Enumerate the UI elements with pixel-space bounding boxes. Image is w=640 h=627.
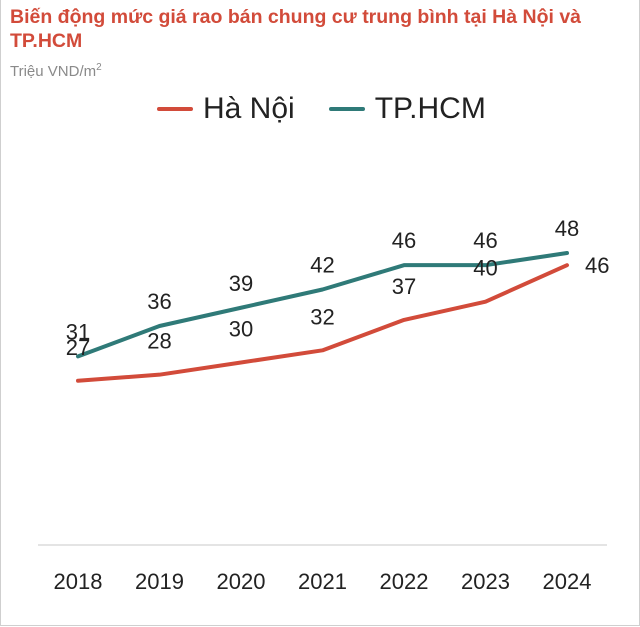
series-line-hanoi xyxy=(76,263,569,383)
data-label-hcm: 36 xyxy=(147,289,171,314)
data-label-hanoi: 27 xyxy=(66,335,90,360)
data-label-hcm: 42 xyxy=(310,253,334,278)
legend-swatch-hanoi xyxy=(157,107,193,111)
x-tick-label: 2020 xyxy=(217,569,266,594)
data-label-hanoi: 46 xyxy=(585,253,609,278)
data-label-hcm: 31 xyxy=(66,319,90,344)
legend-item-hanoi: Hà Nội xyxy=(157,92,295,126)
data-label-hcm: 48 xyxy=(555,216,579,241)
legend-item-hcm: TP.HCM xyxy=(328,92,486,126)
data-label-hcm: 39 xyxy=(229,271,253,296)
data-label-hanoi: 32 xyxy=(310,304,334,329)
x-tick-label: 2019 xyxy=(135,569,184,594)
data-label-hcm: 46 xyxy=(473,228,497,253)
data-label-hanoi: 28 xyxy=(147,329,171,354)
x-tick-label: 2022 xyxy=(380,569,429,594)
data-label-hanoi: 30 xyxy=(229,317,253,342)
data-label-hanoi: 37 xyxy=(392,274,416,299)
chart-title: Biến động mức giá rao bán chung cư trung… xyxy=(10,6,582,52)
x-tick-label: 2021 xyxy=(298,569,347,594)
series-line-hcm xyxy=(76,251,569,359)
legend: Hà Nội TP.HCM xyxy=(157,92,486,126)
unit-label: Triệu VND/m2 xyxy=(10,59,102,81)
unit-text: Triệu VND/m xyxy=(10,63,97,80)
x-tick-label: 2023 xyxy=(461,569,510,594)
legend-label-hcm: TP.HCM xyxy=(374,92,486,125)
data-label-hanoi: 40 xyxy=(473,256,497,281)
unit-sup: 2 xyxy=(96,62,102,73)
x-tick-label: 2018 xyxy=(54,569,103,594)
x-tick-label: 2024 xyxy=(543,569,592,594)
legend-swatch-hcm xyxy=(328,107,365,111)
legend-label-hanoi: Hà Nội xyxy=(203,92,295,125)
data-label-hcm: 46 xyxy=(392,228,416,253)
